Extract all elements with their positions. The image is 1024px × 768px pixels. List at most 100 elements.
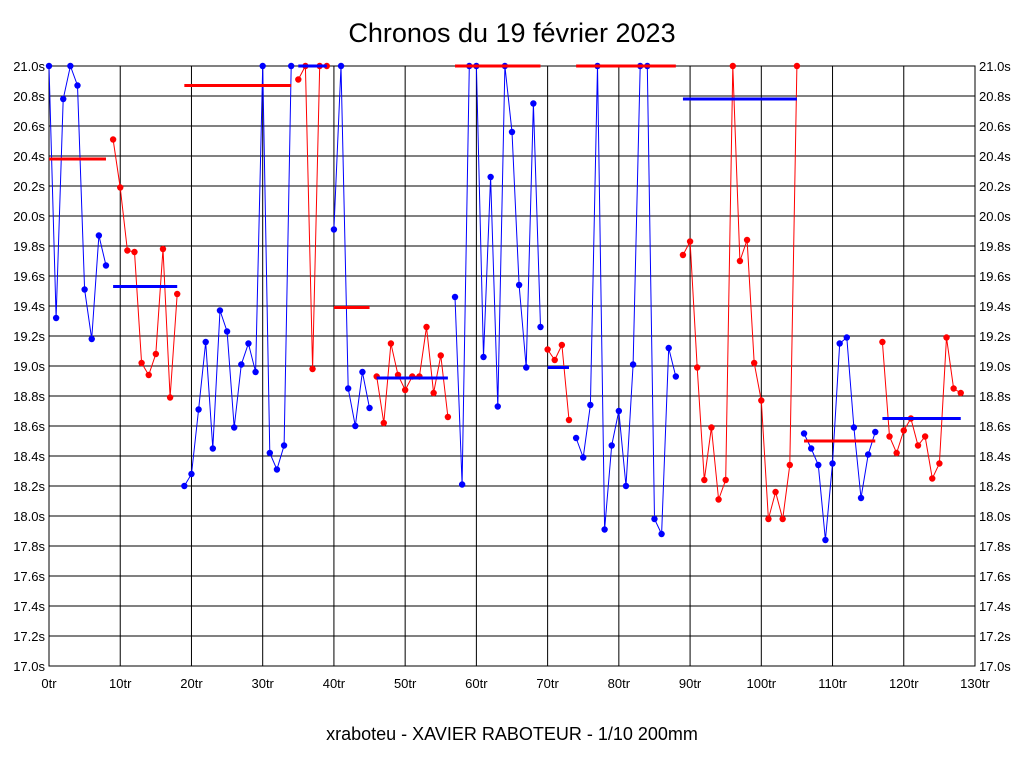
data-point <box>202 338 209 346</box>
y-tick-label-left: 19.6s <box>13 269 45 284</box>
x-tick-label: 90tr <box>679 676 702 691</box>
y-tick-label-left: 21.0s <box>13 59 45 74</box>
data-point <box>779 515 786 523</box>
data-point <box>515 281 523 289</box>
data-point <box>537 323 544 331</box>
data-point <box>458 481 466 488</box>
data-point <box>708 424 715 431</box>
data-point <box>822 536 829 544</box>
y-tick-label-right: 21.0s <box>979 59 1011 74</box>
data-point <box>886 433 893 440</box>
x-axis: 0tr 10tr 20tr 30tr 40tr 50tr 60tr 70tr 80tr 90tr 1… <box>41 676 990 691</box>
series-line <box>547 343 570 421</box>
y-tick-label-right: 17.6s <box>979 569 1011 584</box>
data-point <box>772 488 779 496</box>
data-point <box>672 373 680 380</box>
y-tick-label-left: 19.4s <box>13 299 45 314</box>
y-tick-label-right: 18.8s <box>979 389 1011 404</box>
data-point <box>423 323 430 331</box>
data-point <box>872 428 879 436</box>
data-point <box>152 350 160 358</box>
data-point <box>287 62 295 70</box>
data-point <box>124 247 131 254</box>
y-tick-label-left: 19.2s <box>13 329 45 344</box>
data-point <box>651 515 658 523</box>
data-point <box>793 62 801 70</box>
y-tick-label-right: 18.2s <box>979 479 1011 494</box>
y-tick-label-left: 20.6s <box>13 119 45 134</box>
data-point <box>188 470 195 478</box>
data-point <box>480 353 487 361</box>
x-tick-label: 100tr <box>746 676 776 691</box>
y-tick-label-right: 17.2s <box>979 629 1011 644</box>
data-point <box>102 262 110 269</box>
data-point <box>280 442 288 449</box>
y-tick-label-right: 18.4s <box>979 449 1011 464</box>
data-point <box>231 424 238 431</box>
data-point <box>551 356 558 364</box>
data-point <box>67 62 74 70</box>
data-point <box>929 475 936 482</box>
x-tick-label: 30tr <box>251 676 274 691</box>
data-point <box>166 394 174 401</box>
series-points <box>45 62 964 544</box>
y-tick-label-left: 18.2s <box>13 479 45 494</box>
data-point <box>722 476 729 484</box>
series-line <box>112 139 178 398</box>
data-point <box>750 359 758 367</box>
y-tick-label-right: 20.0s <box>979 209 1011 224</box>
y-tick-label-left: 20.0s <box>13 209 45 224</box>
x-tick-label: 60tr <box>465 676 488 691</box>
data-point <box>523 364 530 371</box>
data-point <box>337 62 345 70</box>
data-point <box>487 173 494 181</box>
y-tick-label-left: 17.0s <box>13 659 45 674</box>
data-point <box>252 368 259 376</box>
chart-title: Chronos du 19 février 2023 <box>348 18 675 48</box>
data-point <box>629 361 637 368</box>
data-point <box>159 245 167 253</box>
data-point <box>95 232 103 239</box>
data-point <box>401 386 409 394</box>
data-point <box>864 451 872 458</box>
data-point <box>843 334 850 341</box>
data-point <box>451 293 459 301</box>
data-point <box>81 286 88 293</box>
data-point <box>580 454 587 461</box>
data-point <box>209 445 217 452</box>
data-point <box>694 364 701 371</box>
data-point <box>181 482 188 490</box>
y-tick-label-right: 17.8s <box>979 539 1011 554</box>
data-point <box>729 62 737 70</box>
x-tick-label: 40tr <box>323 676 346 691</box>
data-point <box>380 419 387 427</box>
average-lines <box>49 64 961 443</box>
y-axis-right: 17.0s 17.2s 17.4s 17.6s 17.8s 18.0s 18.2s 18.4s… <box>979 59 1011 674</box>
data-point <box>366 404 373 412</box>
data-point <box>572 434 580 442</box>
data-point <box>444 413 452 421</box>
data-point <box>138 359 145 367</box>
data-point <box>914 442 922 449</box>
data-point <box>800 430 808 437</box>
y-tick-label-left: 17.4s <box>13 599 45 614</box>
y-tick-label-right: 17.4s <box>979 599 1011 614</box>
data-point <box>786 461 793 469</box>
y-tick-label-right: 19.4s <box>979 299 1011 314</box>
data-point <box>195 406 202 413</box>
data-point <box>45 62 53 70</box>
data-point <box>686 238 694 245</box>
data-point <box>216 307 224 314</box>
data-point <box>266 449 274 457</box>
x-tick-label: 50tr <box>394 676 417 691</box>
data-point <box>273 466 281 473</box>
data-point <box>508 128 516 136</box>
data-point <box>74 82 81 89</box>
x-tick-label: 0tr <box>41 676 57 691</box>
data-point <box>437 352 444 359</box>
y-tick-label-right: 20.8s <box>979 89 1011 104</box>
data-point <box>736 257 744 265</box>
data-point <box>245 340 252 347</box>
data-point <box>765 515 772 523</box>
data-point <box>900 427 907 434</box>
